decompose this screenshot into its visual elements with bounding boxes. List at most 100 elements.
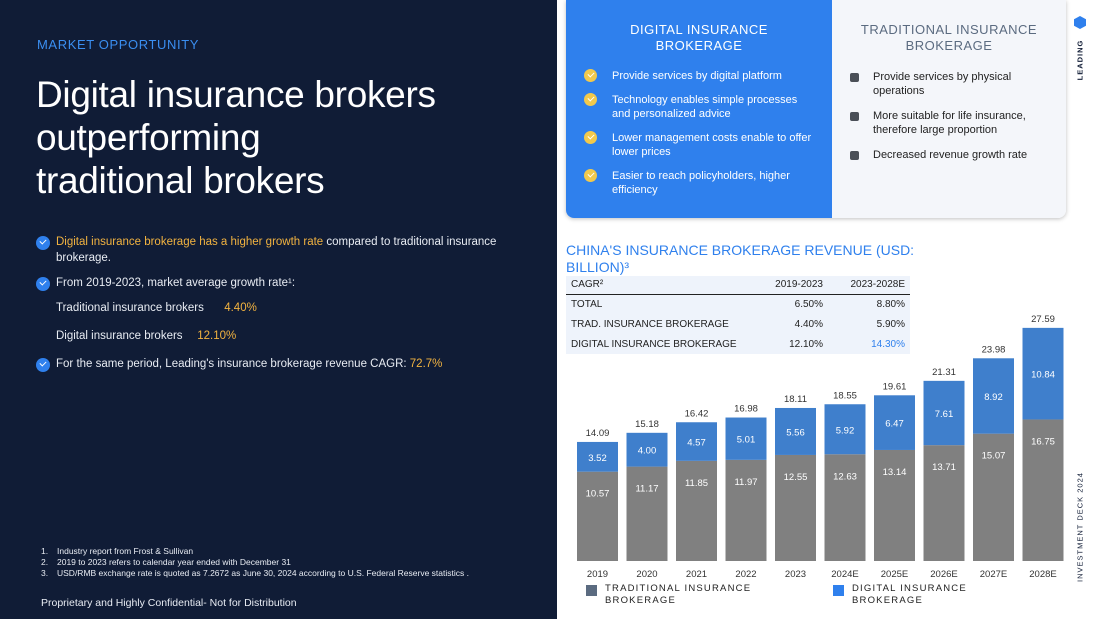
legend-item-digital: DIGITAL INSURANCE BROKERAGE [833, 583, 1023, 607]
table-cell: 4.40% [794, 318, 823, 330]
title-line-3: traditional brokers [36, 160, 325, 201]
cagr-highlight: 72.7% [409, 358, 443, 370]
data-label-digital: 6.47 [885, 419, 904, 430]
legend-item-traditional: TRADITIONAL INSURANCE BROKERAGE [586, 583, 776, 607]
data-label-traditional: 13.71 [932, 462, 956, 473]
bar-digital [676, 422, 717, 461]
data-label-total: 16.42 [685, 408, 709, 419]
table-cell: 14.30% [871, 338, 905, 350]
confidential-notice: Proprietary and Highly Confidential- Not… [41, 597, 297, 609]
data-label-traditional: 15.07 [982, 451, 1006, 462]
data-label-total: 18.11 [784, 394, 807, 405]
table-row: TRAD. INSURANCE BROKERAGE 4.40% 5.90% [566, 314, 910, 334]
square-bullet-icon [850, 151, 859, 160]
data-label-traditional: 11.97 [734, 477, 757, 488]
bar-digital [923, 380, 965, 446]
growth-label: Traditional insurance brokers [56, 302, 204, 314]
traditional-brokerage-column: TRADITIONAL INSURANCE BROKERAGE Provide … [832, 0, 1066, 218]
check-icon [584, 131, 597, 144]
growth-rate-digital: Digital insurance brokers 12.10% [36, 328, 506, 344]
bar-digital [626, 432, 668, 467]
bar-digital [973, 358, 1014, 434]
data-label-digital: 3.52 [588, 453, 607, 464]
data-label-digital: 10.84 [1031, 370, 1055, 381]
footnote: 2. 2019 to 2023 refers to calendar year e… [41, 557, 291, 567]
cagr-table: CAGR² 2019-2023 2023-2028E TOTAL 6.50% 8… [566, 276, 910, 354]
x-tick-label: 2020 [636, 569, 657, 580]
bar-traditional [973, 433, 1014, 561]
bar-traditional [923, 445, 965, 561]
data-label-traditional: 16.75 [1031, 436, 1055, 447]
point-text: For the same period, Leading's insurance… [56, 358, 410, 370]
table-cell: 12.10% [789, 338, 823, 350]
table-cell: 8.80% [876, 298, 905, 310]
data-label-traditional: 11.85 [685, 478, 708, 489]
list-item: Provide services by physical operations [850, 70, 1050, 98]
brand-hexagon-icon [1074, 16, 1086, 29]
data-label-digital: 5.56 [786, 427, 805, 438]
legend-swatch [586, 585, 597, 596]
footnote: 3. USD/RMB exchange rate is quoted as 7.2… [41, 568, 469, 578]
table-cell: DIGITAL INSURANCE BROKERAGE [571, 338, 737, 350]
x-tick-label: 2019 [587, 569, 608, 580]
title-line-2: outperforming [36, 117, 261, 158]
legend-swatch [833, 585, 844, 596]
bar-digital [1022, 327, 1064, 420]
data-label-total: 15.18 [635, 419, 659, 430]
table-header: CAGR² 2019-2023 2023-2028E [566, 276, 910, 295]
bar-traditional [626, 466, 668, 561]
bar-digital [577, 441, 618, 472]
growth-rate-traditional: Traditional insurance brokers 4.40% [36, 300, 506, 316]
growth-value: 4.40% [224, 302, 257, 314]
data-label-traditional: 12.63 [833, 471, 857, 482]
point-text: From 2019-2023, market average growth ra… [56, 277, 296, 289]
x-tick-label: 2024E [831, 569, 858, 580]
bar-traditional [725, 459, 767, 561]
bar-traditional [676, 460, 717, 561]
data-label-traditional: 13.14 [883, 467, 907, 478]
bar-traditional [577, 471, 618, 561]
data-label-total: 19.61 [883, 381, 907, 392]
data-label-total: 23.98 [982, 344, 1006, 355]
x-tick-label: 2026E [930, 569, 957, 580]
table-row: DIGITAL INSURANCE BROKERAGE 12.10% 14.30… [566, 334, 910, 354]
section-kicker: MARKET OPPORTUNITY [37, 37, 200, 52]
table-cell: 5.90% [876, 318, 905, 330]
data-label-total: 27.59 [1031, 314, 1055, 325]
table-cell: TRAD. INSURANCE BROKERAGE [571, 318, 729, 330]
footnote: 1. Industry report from Frost & Sullivan [41, 546, 194, 556]
traditional-column-title: TRADITIONAL INSURANCE BROKERAGE [860, 22, 1038, 53]
point-highlight: Digital insurance brokerage has a higher… [56, 236, 324, 248]
list-item: More suitable for life insurance, theref… [850, 109, 1050, 137]
key-point: From 2019-2023, market average growth ra… [36, 275, 506, 291]
x-tick-label: 2028E [1029, 569, 1056, 580]
list-item: Technology enables simple processes and … [584, 93, 816, 121]
check-icon [584, 69, 597, 82]
key-point: Digital insurance brokerage has a higher… [36, 234, 506, 266]
digital-brokerage-column: DIGITAL INSURANCE BROKERAGE Provide serv… [566, 0, 832, 218]
data-label-traditional: 10.57 [586, 489, 610, 500]
list-item: Provide services by digital platform [584, 69, 816, 83]
traditional-feature-list: Provide services by physical operations … [850, 70, 1050, 173]
table-cell: TOTAL [571, 298, 603, 310]
bar-traditional [775, 454, 816, 561]
growth-value: 12.10% [197, 330, 237, 342]
x-tick-label: 2021 [686, 569, 707, 580]
check-circle-icon [36, 358, 50, 372]
data-label-digital: 4.00 [638, 446, 657, 457]
data-label-digital: 8.92 [984, 392, 1003, 403]
point-text: compared to traditional insurance broker… [56, 236, 497, 264]
title-line-1: Digital insurance brokers [36, 74, 436, 115]
digital-column-title: DIGITAL INSURANCE BROKERAGE [630, 22, 768, 53]
x-tick-label: 2025E [881, 569, 908, 580]
key-point: For the same period, Leading's insurance… [36, 356, 506, 372]
data-label-total: 21.31 [932, 367, 956, 378]
data-label-total: 18.55 [833, 390, 857, 401]
table-cell: 2019-2023 [742, 276, 828, 295]
data-label-total: 14.09 [586, 428, 610, 439]
list-item: Lower management costs enable to offer l… [584, 131, 816, 159]
data-label-digital: 5.92 [836, 425, 855, 436]
revenue-bar-chart: 10.57 3.52 14.09 2019 11.17 4.00 15.18 2020 11.8… [577, 314, 1064, 580]
list-item: Easier to reach policyholders, higher ef… [584, 169, 816, 197]
key-points: Digital insurance brokerage has a higher… [36, 234, 506, 381]
